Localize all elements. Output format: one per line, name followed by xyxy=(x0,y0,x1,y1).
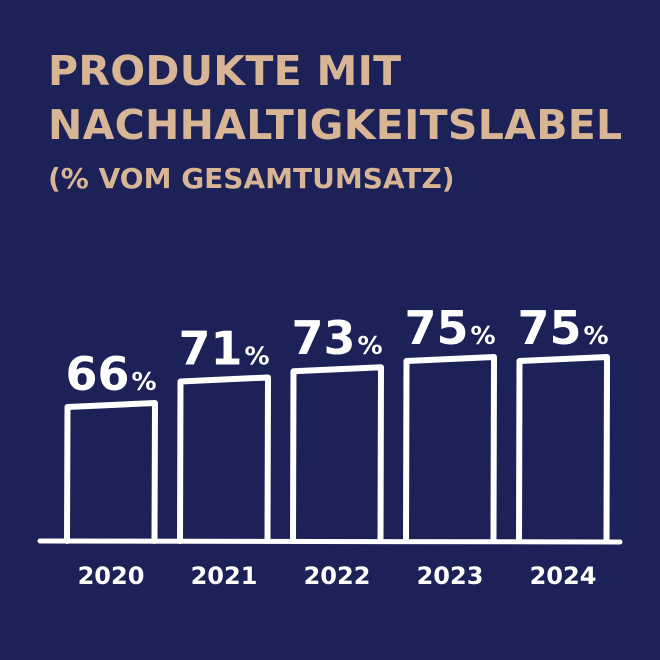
baseline xyxy=(37,538,623,545)
chart-title: PRODUKTE MIT NACHHALTIGKEITSLABEL xyxy=(48,44,638,152)
chart-subtitle: (% VOM GESAMTUMSATZ) xyxy=(48,162,455,195)
bar-2022 xyxy=(290,364,384,544)
bar-2020 xyxy=(64,400,158,544)
bar-2024 xyxy=(516,354,610,544)
chart-title-line-1: PRODUKTE MIT xyxy=(48,47,402,95)
bar-2021 xyxy=(177,374,271,544)
chart-title-line-2: NACHHALTIGKEITSLABEL xyxy=(48,101,623,149)
year-label-2021: 2021 xyxy=(191,562,258,590)
value-label-2023: 75% xyxy=(404,301,495,355)
bar-2023 xyxy=(403,354,497,544)
value-label-2022: 73% xyxy=(291,311,382,365)
year-label-2020: 2020 xyxy=(78,562,145,590)
value-label-2024: 75% xyxy=(517,301,608,355)
year-label-2022: 2022 xyxy=(304,562,371,590)
year-label-2024: 2024 xyxy=(530,562,597,590)
value-label-2020: 66% xyxy=(65,347,156,401)
year-label-2023: 2023 xyxy=(417,562,484,590)
value-label-2021: 71% xyxy=(178,321,269,375)
